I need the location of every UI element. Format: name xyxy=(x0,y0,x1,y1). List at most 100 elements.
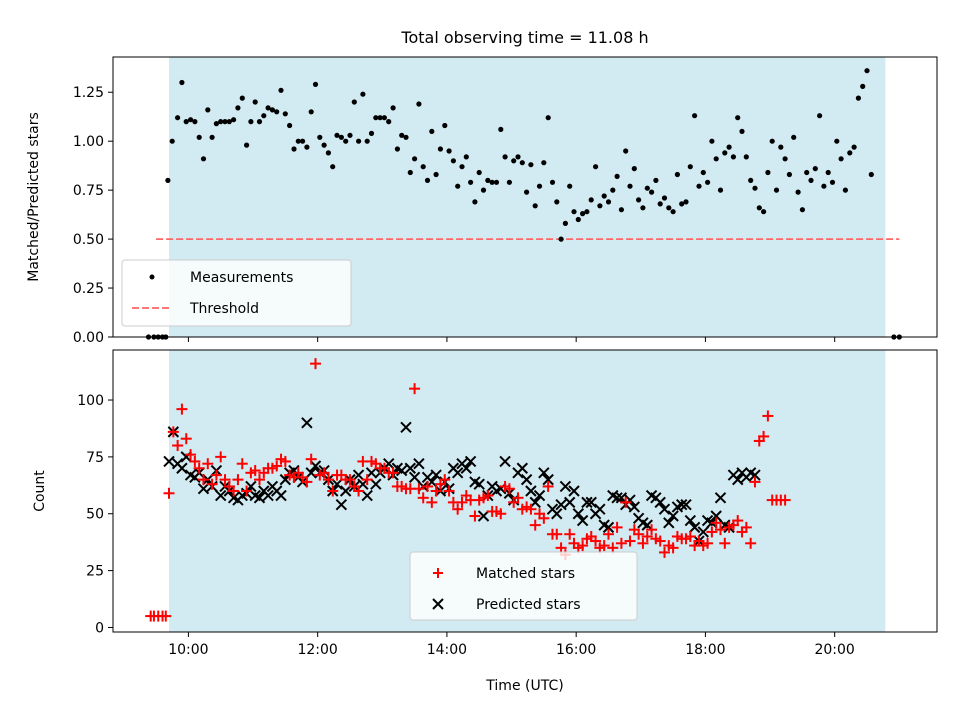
measurement-point xyxy=(791,134,797,140)
measurement-point xyxy=(735,115,741,121)
measurement-point xyxy=(700,169,706,176)
predicted-star-point xyxy=(732,473,744,486)
measurement-point xyxy=(748,177,754,183)
measurement-point xyxy=(812,166,818,172)
chart-title: Total observing time = 11.08 h xyxy=(400,28,648,47)
top-y-tick-label: 0.25 xyxy=(73,281,104,297)
measurement-point xyxy=(407,169,413,176)
predicted-star-point xyxy=(697,526,709,538)
measurement-point xyxy=(515,154,521,160)
measurement-point xyxy=(761,209,767,215)
measurement-point xyxy=(200,156,207,162)
matched-star-point xyxy=(658,546,670,558)
predicted-star-point xyxy=(680,498,692,511)
bottom-y-ticks: 0 25 50 75 100 xyxy=(77,393,113,636)
measurement-point xyxy=(752,185,758,191)
matched-star-point xyxy=(667,542,679,554)
measurement-point xyxy=(713,156,719,162)
measurement-point xyxy=(864,68,870,74)
measurement-point xyxy=(687,164,693,170)
measurement-point xyxy=(218,119,224,125)
measurement-point xyxy=(821,183,827,189)
matched-star-point xyxy=(219,474,231,486)
measurement-point xyxy=(442,122,448,129)
measurement-point xyxy=(541,160,547,166)
measurement-point xyxy=(558,236,564,242)
measurement-point xyxy=(493,179,500,185)
predicted-star-point xyxy=(602,521,615,534)
top-legend-box xyxy=(121,259,352,327)
measurement-point xyxy=(829,179,836,185)
matched-star-point xyxy=(361,474,373,486)
matched-star-point xyxy=(732,515,744,527)
measurement-point xyxy=(304,144,310,150)
measurement-point xyxy=(377,115,383,121)
matched-star-point xyxy=(309,358,321,370)
x-tick-label: 12:00 xyxy=(297,642,337,658)
top-y-tick-label: 0.75 xyxy=(73,183,104,199)
matched-star-point xyxy=(176,403,188,415)
predicted-star-point xyxy=(400,421,412,434)
measurement-point xyxy=(165,177,171,183)
predicted-star-point xyxy=(628,501,641,513)
measurement-point xyxy=(252,99,258,105)
measurement-point xyxy=(623,148,629,154)
measurement-point xyxy=(351,99,357,105)
predicted-star-point xyxy=(525,485,537,497)
measurement-point xyxy=(429,128,435,134)
measurement-point xyxy=(390,105,396,111)
measurement-point xyxy=(300,138,306,144)
predicted-star-point xyxy=(551,508,563,520)
matched-star-point xyxy=(322,474,334,486)
matched-star-point xyxy=(646,524,658,536)
top-y-ticks: 0.00 0.25 0.50 0.75 1.00 1.25 xyxy=(73,85,113,346)
predicted-star-point xyxy=(658,503,671,515)
measurement-point xyxy=(338,134,344,140)
measurement-point xyxy=(554,199,560,205)
predicted-star-point xyxy=(352,469,365,481)
predicted-star-point xyxy=(477,510,490,522)
measurement-point xyxy=(213,121,219,127)
matched-star-point xyxy=(503,483,515,495)
measurement-point xyxy=(468,179,474,185)
x-tick-label: 10:00 xyxy=(168,642,208,658)
predicted-star-point xyxy=(594,503,606,515)
measurement-point xyxy=(549,179,556,185)
measurement-point xyxy=(416,101,422,107)
measurement-point xyxy=(317,134,323,140)
measurement-point xyxy=(282,111,288,117)
measurement-point xyxy=(459,164,465,170)
measurement-point xyxy=(291,146,297,152)
measurement-point xyxy=(524,189,530,195)
legend-matched-marker xyxy=(433,568,443,578)
measurement-point xyxy=(321,142,327,148)
matched-star-point xyxy=(710,517,722,529)
bottom-legend: Matched stars Predicted stars xyxy=(409,551,638,621)
measurement-point xyxy=(739,128,745,134)
measurement-point xyxy=(817,113,823,119)
measurement-point xyxy=(593,164,599,170)
measurement-point xyxy=(709,138,715,144)
measurement-point xyxy=(855,95,862,101)
measurement-point xyxy=(269,107,275,113)
predicted-star-point xyxy=(464,455,477,468)
measurement-points xyxy=(145,68,902,340)
measurement-point xyxy=(209,134,215,140)
measurement-point xyxy=(278,87,284,93)
measurement-point xyxy=(235,105,241,111)
matched-star-point xyxy=(762,410,774,422)
predicted-star-point xyxy=(301,417,313,429)
measurement-point xyxy=(424,177,431,183)
matched-star-point xyxy=(749,476,761,488)
measurement-point xyxy=(765,169,771,176)
matched-star-point xyxy=(426,496,438,508)
legend-predicted-marker xyxy=(432,598,444,610)
matched-star-point xyxy=(439,474,451,486)
top-y-tick-label: 1.25 xyxy=(73,85,104,101)
measurement-point xyxy=(644,185,650,191)
measurement-point xyxy=(868,171,874,178)
bottom-panel: 0 25 50 75 100 10:00 12:00 14:00 16:00 18:00 20:0… xyxy=(32,349,938,694)
measurement-point xyxy=(511,158,517,164)
predicted-star-point xyxy=(404,462,416,474)
measurement-point xyxy=(778,144,784,150)
